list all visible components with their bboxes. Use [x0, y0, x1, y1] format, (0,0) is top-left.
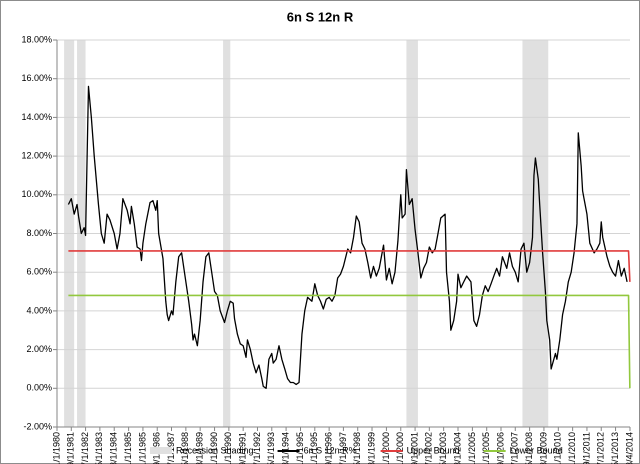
x-tick-label: 5/1/1998	[352, 432, 362, 464]
x-tick-label: 7/1/1992	[252, 432, 262, 464]
y-tick-label: 14.00%	[21, 112, 52, 122]
x-tick-label: 11/1/2000	[395, 432, 405, 464]
x-tick-label: 9/1/2001	[409, 432, 419, 464]
x-tick-label: 3/1/2009	[538, 432, 548, 464]
x-tick-label: 3/1/2004	[452, 432, 462, 464]
y-tick-label: 16.00%	[21, 73, 52, 83]
y-tick-label: 8.00%	[26, 228, 52, 238]
x-tick-label: 3/1/1994	[280, 432, 290, 464]
x-tick-label: 7/1/1982	[80, 432, 90, 464]
x-tick-label: 9/1/2011	[581, 432, 591, 464]
x-tick-label: 5/1/1983	[94, 432, 104, 464]
x-tick-label: 5/1/2003	[438, 432, 448, 464]
x-tick-label: 1/1/1995	[295, 432, 305, 464]
legend: Recession Shading 6n S 12n R% Upper Bound L…	[150, 445, 563, 455]
x-tick-label: 7/1/1997	[338, 432, 348, 464]
x-tick-label: 9/1/1996	[324, 432, 334, 464]
x-tick-label: 1/1/2010	[553, 432, 563, 464]
y-tick-label: 0.00%	[26, 383, 52, 393]
x-tick-label: 5/1/1988	[180, 432, 190, 464]
x-tick-label: 1/1/2000	[381, 432, 391, 464]
series-line	[67, 85, 628, 389]
x-tick-label: 1/1/1985	[123, 432, 133, 464]
y-tick-label: 10.00%	[21, 189, 52, 199]
series-line	[68, 250, 631, 282]
x-tick-label: 11/1/1985	[137, 432, 147, 464]
x-tick-label: 9/1/2006	[495, 432, 505, 464]
legend-label: Lower Bound	[510, 445, 563, 455]
legend-label: 6n S 12n R%	[304, 445, 357, 455]
x-tick-label: 11/1/1995	[309, 432, 319, 464]
legend-swatch	[150, 447, 172, 454]
x-tick-label: 11/1/2010	[567, 432, 577, 464]
x-tick-label: 3/1/1989	[195, 432, 205, 464]
y-tick-label: 12.00%	[21, 150, 52, 160]
series-line	[68, 294, 631, 389]
x-tick-label: 5/1/2013	[610, 432, 620, 464]
x-tick-label: 9/1/1991	[238, 432, 248, 464]
chart-title: 6n S 12n R	[287, 9, 354, 24]
x-tick-label: 1/1/1990	[209, 432, 219, 464]
x-tick-label: 3/1/1984	[109, 432, 119, 464]
y-tick-label: 4.00%	[26, 305, 52, 315]
legend-label: Recession Shading	[176, 445, 254, 455]
x-tick-label: 7/1/2007	[510, 432, 520, 464]
x-tick-label: 11/1/2005	[481, 432, 491, 464]
x-tick-label: 7/1/2012	[596, 432, 606, 464]
y-tick-label: 18.00%	[21, 34, 52, 44]
y-tick-label: 6.00%	[26, 267, 52, 277]
x-tick-label: 9/1/1981	[66, 432, 76, 464]
y-tick-label: -2.00%	[23, 421, 52, 431]
x-tick-label: 5/1/1993	[266, 432, 276, 464]
legend-label: Upper Bound	[407, 445, 460, 455]
x-tick-label: 11/1/1990	[223, 432, 233, 464]
x-tick-label: 5/1/2008	[524, 432, 534, 464]
x-tick-label: 7/1/2002	[424, 432, 434, 464]
x-tick-label: 3/4/2014	[624, 432, 634, 464]
y-tick-label: 2.00%	[26, 344, 52, 354]
x-tick-label: 1/1/2005	[467, 432, 477, 464]
x-tick-label: 3/1/1999	[366, 432, 376, 464]
x-tick-label: 11/1/1980	[51, 432, 61, 464]
